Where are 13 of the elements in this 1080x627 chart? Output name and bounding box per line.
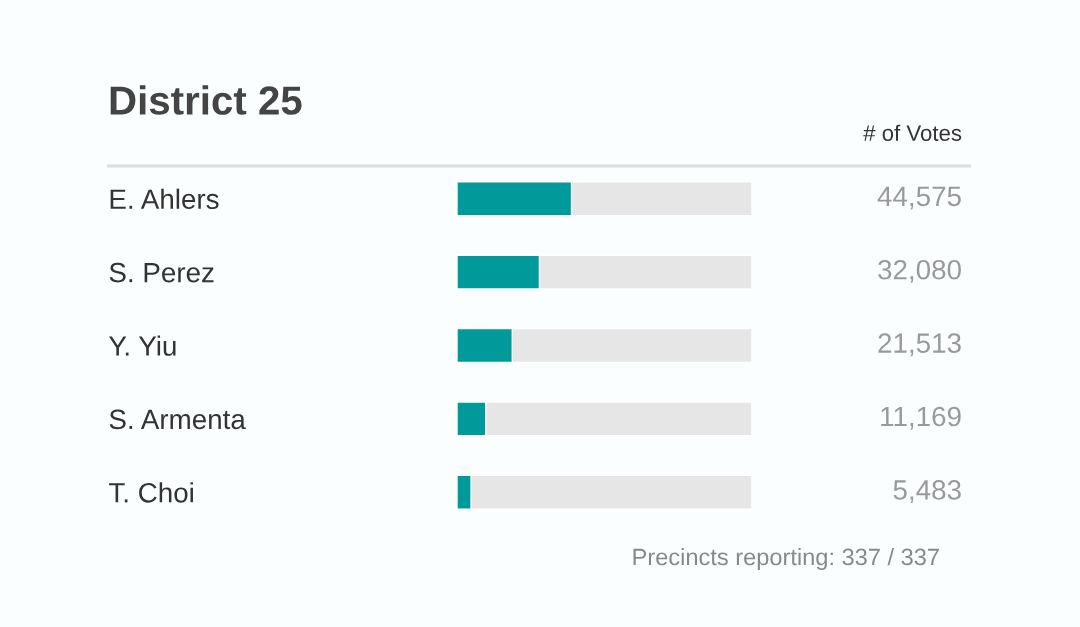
chart-title: District 25	[110, 85, 302, 115]
text: Precincts reporting: 337 / 337	[633, 547, 939, 571]
y-tick-label: E. Ahlers	[110, 188, 219, 210]
data-label: 21,513	[878, 333, 961, 357]
data-label: 11,169	[881, 406, 961, 430]
data-label: 5,483	[893, 480, 961, 504]
data-label: 32,080	[878, 259, 961, 283]
y-tick-label: S. Armenta	[109, 409, 246, 430]
y-tick-label: T. Choi	[109, 482, 193, 503]
y-tick-label: Y. Yiu	[109, 335, 176, 356]
text: # of Votes	[863, 124, 962, 141]
y-tick-label: S. Perez	[109, 262, 214, 283]
data-label: 44,575	[877, 186, 961, 210]
